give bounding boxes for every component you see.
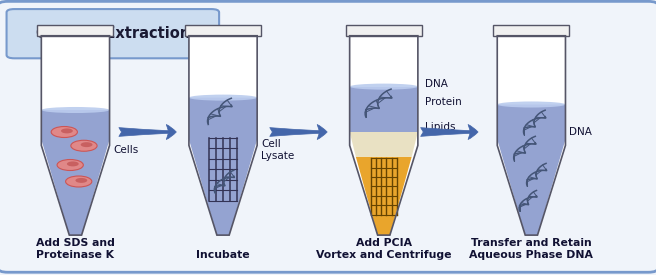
Text: Add PCIA
Vortex and Centrifuge: Add PCIA Vortex and Centrifuge [316, 238, 451, 260]
FancyBboxPatch shape [7, 9, 219, 58]
Text: Lipids: Lipids [425, 122, 455, 131]
Circle shape [66, 176, 92, 187]
Bar [346, 25, 422, 36]
Ellipse shape [350, 84, 418, 90]
Bar [493, 25, 569, 36]
Text: Cells: Cells [113, 145, 138, 155]
Polygon shape [41, 110, 110, 235]
Bar [37, 25, 113, 36]
Text: Transfer and Retain
Aqueous Phase DNA: Transfer and Retain Aqueous Phase DNA [470, 238, 593, 260]
Text: DNA: DNA [425, 79, 448, 89]
Circle shape [81, 142, 92, 147]
Ellipse shape [497, 101, 565, 108]
Text: Add SDS and
Proteinase K: Add SDS and Proteinase K [36, 238, 115, 260]
Polygon shape [350, 36, 418, 235]
Ellipse shape [41, 107, 110, 113]
Polygon shape [350, 132, 418, 157]
Polygon shape [350, 87, 418, 132]
Text: Cell
Lysate: Cell Lysate [261, 139, 295, 161]
Circle shape [67, 161, 79, 166]
Ellipse shape [189, 95, 257, 101]
Polygon shape [497, 104, 565, 235]
Text: Protein: Protein [425, 97, 462, 107]
Text: Organic Extraction: Organic Extraction [35, 26, 190, 41]
Polygon shape [189, 98, 257, 235]
Bar [185, 25, 261, 36]
Text: Incubate: Incubate [196, 250, 250, 260]
Circle shape [61, 128, 73, 133]
Circle shape [51, 126, 77, 138]
Polygon shape [356, 157, 412, 235]
Polygon shape [497, 36, 565, 235]
Circle shape [75, 178, 87, 183]
Text: DNA: DNA [569, 127, 592, 137]
Circle shape [57, 160, 83, 170]
Polygon shape [189, 36, 257, 235]
Circle shape [71, 140, 97, 151]
Polygon shape [41, 36, 110, 235]
